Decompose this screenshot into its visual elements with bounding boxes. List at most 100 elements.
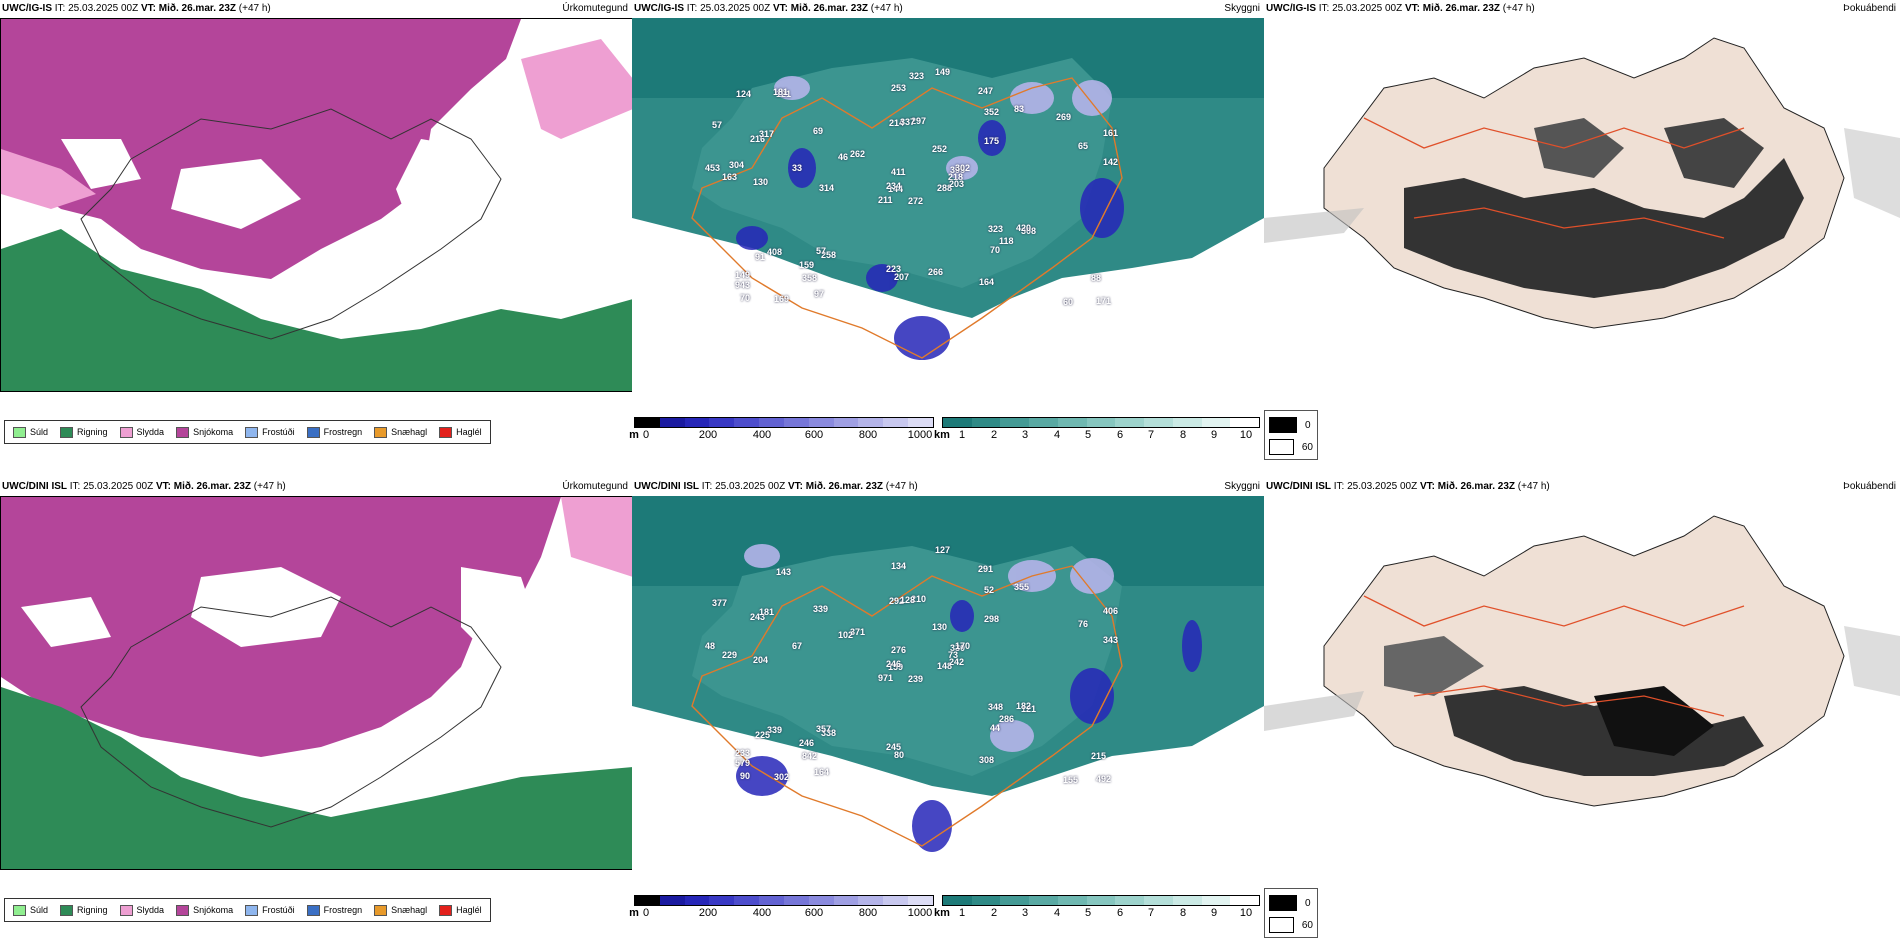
it-label: IT: <box>1318 3 1330 14</box>
fog-legend-label: 0 <box>1305 897 1311 909</box>
legend-label: Frostúði <box>262 427 295 437</box>
colorbar-tick: 400 <box>752 429 772 441</box>
colorbar-tick: 0 <box>642 907 650 919</box>
model-name: UWC/IG-IS <box>1266 3 1316 14</box>
colorbar-strip <box>942 895 1260 906</box>
precip-legend: Súld Rigning Slydda Snjókoma Frostúði Fr… <box>4 420 491 444</box>
colorbar-tick: 200 <box>698 429 718 441</box>
colorbar-tick: 0 <box>642 429 650 441</box>
legend-item: Frostúði <box>245 426 295 438</box>
legend-item: Snæhagl <box>374 904 427 916</box>
colorbar-tick: 8 <box>1179 429 1187 441</box>
colorbar-ticks: m 0 200 400 600 800 1000 <box>629 906 934 920</box>
cloud-panel-row2: UWC/DINI ISL IT: 25.03.2025 00Z VT: Mið.… <box>629 478 1264 948</box>
colorbar-tick: 600 <box>804 907 824 919</box>
colorbar-tick: 10 <box>1239 907 1253 919</box>
colorbar-ticks: m 0 200 400 600 800 1000 <box>629 428 934 442</box>
legend-swatch <box>306 904 320 916</box>
legend-item: Súld <box>13 904 48 916</box>
legend-swatch <box>439 904 453 916</box>
vt-label: VT: <box>1419 481 1435 492</box>
vt-label: VT: <box>140 3 156 14</box>
init-time: 25.03.2025 00Z <box>715 481 786 492</box>
legend-item: Frostúði <box>245 904 295 916</box>
cloud-panel-row1: UWC/IG-IS IT: 25.03.2025 00Z VT: Mið. 26… <box>629 0 1264 470</box>
colorbar-tick: 800 <box>858 907 878 919</box>
precip-panel-row2: UWC/DINI ISL IT: 25.03.2025 00Z VT: Mið.… <box>0 478 634 948</box>
valid-time: Mið. 26.mar. 23Z <box>1422 3 1501 14</box>
panel-title: Þokuábendi <box>1843 3 1896 14</box>
model-name: UWC/DINI ISL <box>634 481 699 492</box>
cloud-base-colorbar: m 0 200 400 600 800 1000 <box>629 895 934 925</box>
panel-title: Skyggni <box>1224 481 1260 492</box>
legend-item: Haglél <box>439 426 482 438</box>
valid-time: Mið. 26.mar. 23Z <box>158 3 237 14</box>
colorbar-unit: m <box>629 429 639 441</box>
lead-time: (+47 h) <box>885 481 918 492</box>
legend-item: Rigning <box>60 426 108 438</box>
colorbar-unit: m <box>629 907 639 919</box>
cloud-base-colorbar: m 0 200 400 600 800 1000 <box>629 417 934 447</box>
precip-map <box>0 496 634 870</box>
colorbar-tick: 4 <box>1053 907 1061 919</box>
colorbar-tick: 9 <box>1210 907 1218 919</box>
fog-panel-row2: UWC/DINI ISL IT: 25.03.2025 00Z VT: Mið.… <box>1264 478 1900 948</box>
fog-legend-item: 0 <box>1269 895 1313 911</box>
it-label: IT: <box>54 3 66 14</box>
colorbar-strip <box>634 417 934 428</box>
cloud-map <box>632 496 1264 868</box>
fog-legend-item: 60 <box>1269 439 1313 455</box>
legend-swatch <box>119 904 133 916</box>
legend-label: Rigning <box>77 427 108 437</box>
legend-item: Slydda <box>119 426 164 438</box>
it-label: IT: <box>701 481 713 492</box>
panel-header: UWC/DINI ISL IT: 25.03.2025 00Z VT: Mið.… <box>0 478 632 496</box>
legend-item: Frostregn <box>306 904 363 916</box>
legend-item: Snjókoma <box>176 904 234 916</box>
fog-legend: 0 60 <box>1264 410 1318 460</box>
vt-label: VT: <box>772 3 788 14</box>
panel-header: UWC/IG-IS IT: 25.03.2025 00Z VT: Mið. 26… <box>632 0 1264 18</box>
init-time: 25.03.2025 00Z <box>68 3 139 14</box>
init-time: 25.03.2025 00Z <box>1332 3 1403 14</box>
legend-label: Snjókoma <box>193 905 234 915</box>
fog-legend-swatch <box>1269 917 1294 933</box>
colorbar-ticks: km 1 2 3 4 5 6 7 8 9 10 <box>934 428 1260 442</box>
legend-label: Frostregn <box>323 905 363 915</box>
valid-time: Mið. 26.mar. 23Z <box>805 481 884 492</box>
legend-label: Haglél <box>456 427 482 437</box>
colorbar-tick: 6 <box>1116 429 1124 441</box>
model-name: UWC/IG-IS <box>2 3 52 14</box>
colorbar-tick: 7 <box>1147 429 1155 441</box>
legend-item: Slydda <box>119 904 165 916</box>
legend-label: Rigning <box>77 905 108 915</box>
model-name: UWC/IG-IS <box>634 3 684 14</box>
lead-time: (+47 h) <box>1502 3 1535 14</box>
colorbar-tick: 4 <box>1053 429 1061 441</box>
panel-header: UWC/DINI ISL IT: 25.03.2025 00Z VT: Mið.… <box>1264 478 1900 496</box>
panel-header: UWC/IG-IS IT: 25.03.2025 00Z VT: Mið. 26… <box>1264 0 1900 18</box>
colorbar-ticks: km 1 2 3 4 5 6 7 8 9 10 <box>934 906 1260 920</box>
colorbar-tick: 2 <box>990 907 998 919</box>
colorbar-strip <box>942 417 1260 428</box>
lead-time: (+47 h) <box>1517 481 1550 492</box>
fog-legend-label: 60 <box>1301 441 1313 453</box>
colorbar-tick: 200 <box>698 907 718 919</box>
cloud-map <box>632 18 1264 390</box>
valid-time: Mið. 26.mar. 23Z <box>1437 481 1516 492</box>
init-time: 25.03.2025 00Z <box>83 481 154 492</box>
precip-panel-row1: UWC/IG-IS IT: 25.03.2025 00Z VT: Mið. 26… <box>0 0 634 470</box>
legend-label: Slydda <box>136 905 165 915</box>
colorbar-tick: 800 <box>858 429 878 441</box>
legend-swatch <box>374 904 388 916</box>
it-label: IT: <box>686 3 698 14</box>
fog-legend-swatch <box>1269 439 1294 455</box>
colorbar-unit: km <box>934 429 950 441</box>
fog-legend-swatch <box>1269 895 1297 911</box>
legend-swatch <box>60 426 74 438</box>
colorbar-tick: 1 <box>958 907 966 919</box>
panel-title: Skyggni <box>1224 3 1260 14</box>
colorbar-tick: 7 <box>1147 907 1155 919</box>
legend-item: Frostregn <box>306 426 362 438</box>
legend-item: Rigning <box>60 904 108 916</box>
